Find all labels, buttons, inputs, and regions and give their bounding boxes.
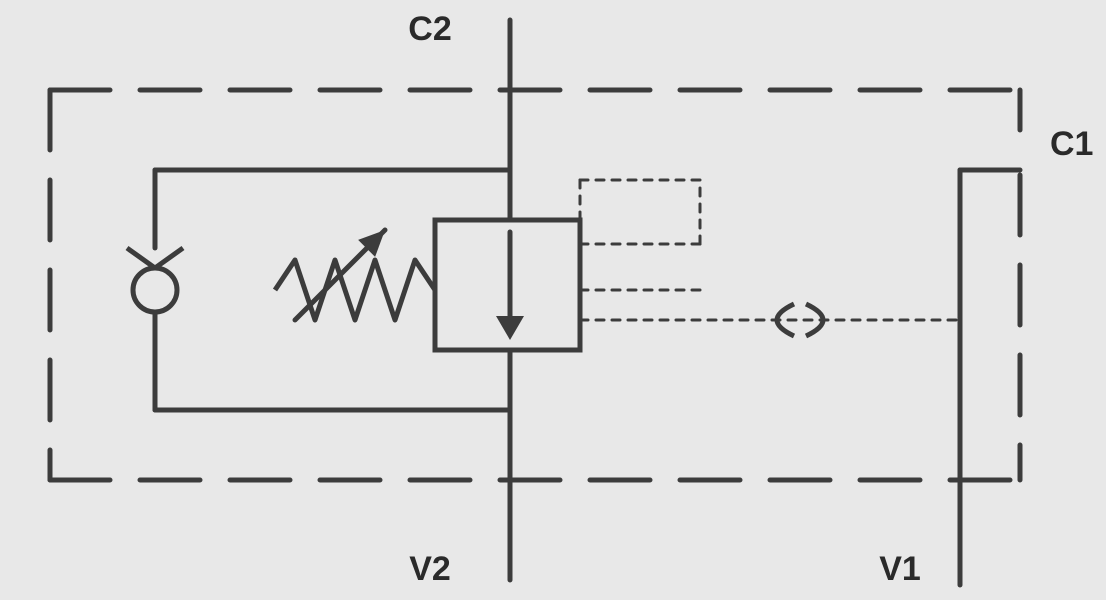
- hydraulic-schematic: C2 V2 V1 C1: [0, 0, 1106, 600]
- port-label: C2: [408, 10, 451, 48]
- port-label: V1: [879, 550, 921, 588]
- port-label: C1: [1050, 125, 1093, 163]
- port-label: V2: [409, 550, 451, 588]
